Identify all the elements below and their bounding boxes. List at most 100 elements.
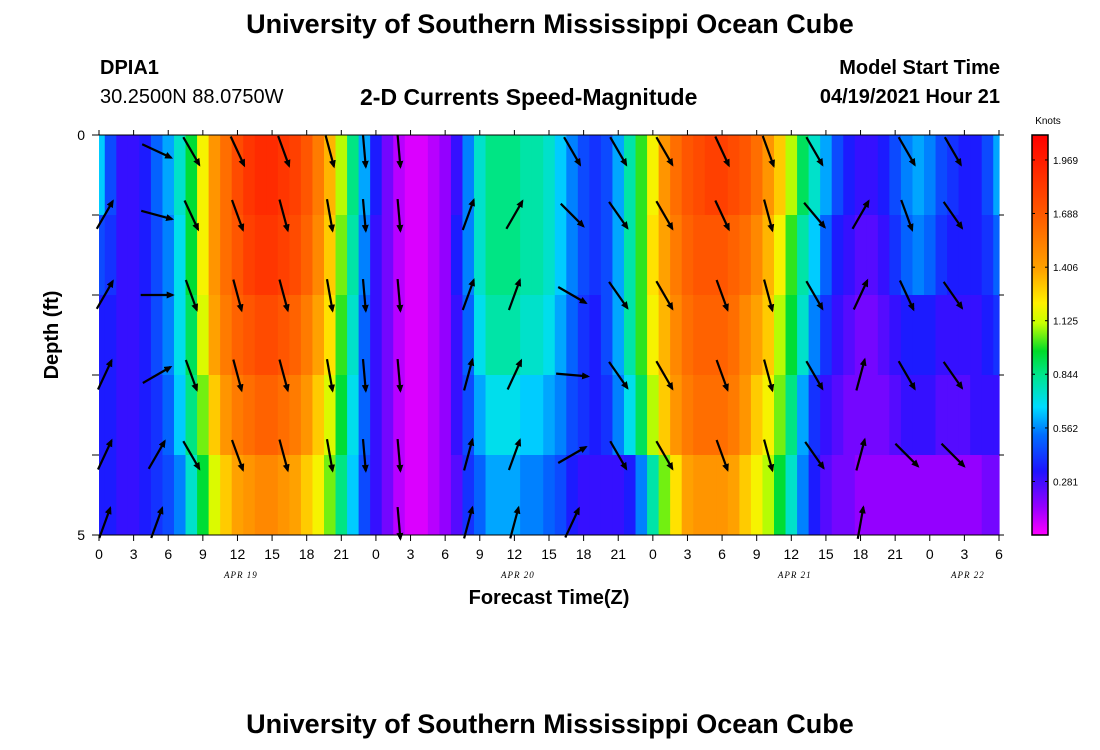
heatmap-cell [208, 215, 221, 296]
x-tick-label: 0 [649, 546, 657, 562]
heatmap-cell [924, 135, 937, 216]
x-tick-label: 15 [541, 546, 557, 562]
heatmap-cell [427, 295, 440, 376]
heatmap-cell [347, 375, 360, 456]
current-vector-arrow [715, 439, 729, 472]
heatmap-cell [104, 375, 117, 456]
heatmap-cell [843, 295, 856, 376]
heatmap-cell [566, 295, 579, 376]
heatmap-cell [197, 215, 210, 296]
heatmap-cell [439, 215, 452, 296]
heatmap-cell [381, 375, 394, 456]
heatmap-cell [543, 215, 556, 296]
heatmap-cell [577, 135, 590, 216]
heatmap-cell [289, 375, 302, 456]
heatmap-cell [243, 135, 256, 216]
heatmap-cell [577, 295, 590, 376]
heatmap-cell [312, 375, 325, 456]
heatmap-cell [99, 215, 106, 296]
heatmap-cell [981, 135, 994, 216]
heatmap-cell [220, 375, 233, 456]
heatmap-cell [843, 375, 856, 456]
current-vector-arrow [804, 441, 825, 470]
heatmap-cell [693, 135, 706, 216]
heatmap-cell [889, 455, 902, 536]
colorbar-tick-label: 0.562 [1053, 424, 1078, 435]
heatmap-cell [600, 215, 614, 296]
heatmap-cell [958, 455, 971, 536]
heatmap-cell [750, 455, 764, 536]
heatmap-cell [370, 215, 383, 296]
heatmap-cell [277, 455, 290, 536]
heatmap-cell [220, 455, 233, 536]
heatmap-cell [497, 295, 510, 376]
heatmap-cell [808, 375, 821, 456]
heatmap-cell [589, 375, 602, 456]
current-vector-arrow [396, 278, 404, 313]
heatmap-cell [462, 375, 475, 456]
current-vector-arrow [609, 136, 628, 167]
heatmap-cell [600, 295, 614, 376]
heatmap-cell [116, 215, 129, 296]
heatmap-cell [381, 135, 394, 216]
heatmap-cell [820, 375, 833, 456]
x-tick-label: 6 [441, 546, 449, 562]
date-label: APR 20 [500, 570, 535, 580]
heatmap-cell [774, 455, 787, 536]
heatmap-cell [381, 215, 394, 296]
current-vector-arrow [805, 136, 824, 167]
heatmap-cell [404, 455, 417, 536]
heatmap-cell [508, 455, 521, 536]
current-vector-arrow [655, 440, 674, 471]
heatmap-cell [347, 295, 360, 376]
heatmap-cell [404, 375, 417, 456]
current-vector-arrow [230, 439, 245, 472]
current-vector-arrow [763, 199, 775, 233]
heatmap-cell [716, 215, 729, 296]
heatmap-cell [670, 215, 683, 296]
heatmap-cell [693, 295, 706, 376]
current-vector-arrow [361, 438, 369, 473]
station-id: DPIA1 [100, 57, 159, 79]
heatmap-cell [693, 455, 706, 536]
x-tick-label: 18 [299, 546, 315, 562]
y-tick-label: 5 [77, 527, 85, 543]
heatmap-cell [485, 135, 498, 216]
heatmap-cell [266, 455, 279, 536]
heatmap-cell [577, 375, 590, 456]
heatmap-cell [174, 135, 187, 216]
heatmap-cell [104, 215, 117, 296]
heatmap-cell [139, 375, 152, 456]
heatmap-cell [612, 455, 625, 536]
heatmap-cell [231, 135, 244, 216]
current-vector-arrow [324, 135, 336, 169]
heatmap-cell [600, 135, 614, 216]
heatmap-cell [970, 135, 983, 216]
current-vector-arrow [183, 200, 200, 232]
heatmap-cell [658, 215, 671, 296]
heatmap-cell [277, 375, 290, 456]
heatmap-cell [912, 455, 925, 536]
heatmap-cell [404, 215, 417, 296]
heatmap-cell [393, 455, 406, 536]
heatmap-cell [774, 375, 787, 456]
heatmap-cell [739, 135, 752, 216]
heatmap-cell [912, 375, 925, 456]
heatmap-cell [99, 375, 106, 456]
x-tick-label: 9 [753, 546, 761, 562]
current-vector-arrow [655, 136, 674, 167]
heatmap-cell [300, 455, 314, 536]
heatmap-cell [185, 295, 198, 376]
heatmap-cell [370, 455, 383, 536]
heatmap-cell [520, 215, 533, 296]
heatmap-cell [750, 375, 764, 456]
heatmap-cell [312, 295, 325, 376]
heatmap-cell [508, 135, 521, 216]
heatmap-cell [797, 215, 810, 296]
heatmap-cell [208, 295, 221, 376]
heatmap-cell [162, 295, 175, 376]
heatmap-cell [958, 375, 971, 456]
heatmap-cell [485, 375, 498, 456]
heatmap-cell [647, 455, 660, 536]
heatmap-cell [808, 295, 821, 376]
